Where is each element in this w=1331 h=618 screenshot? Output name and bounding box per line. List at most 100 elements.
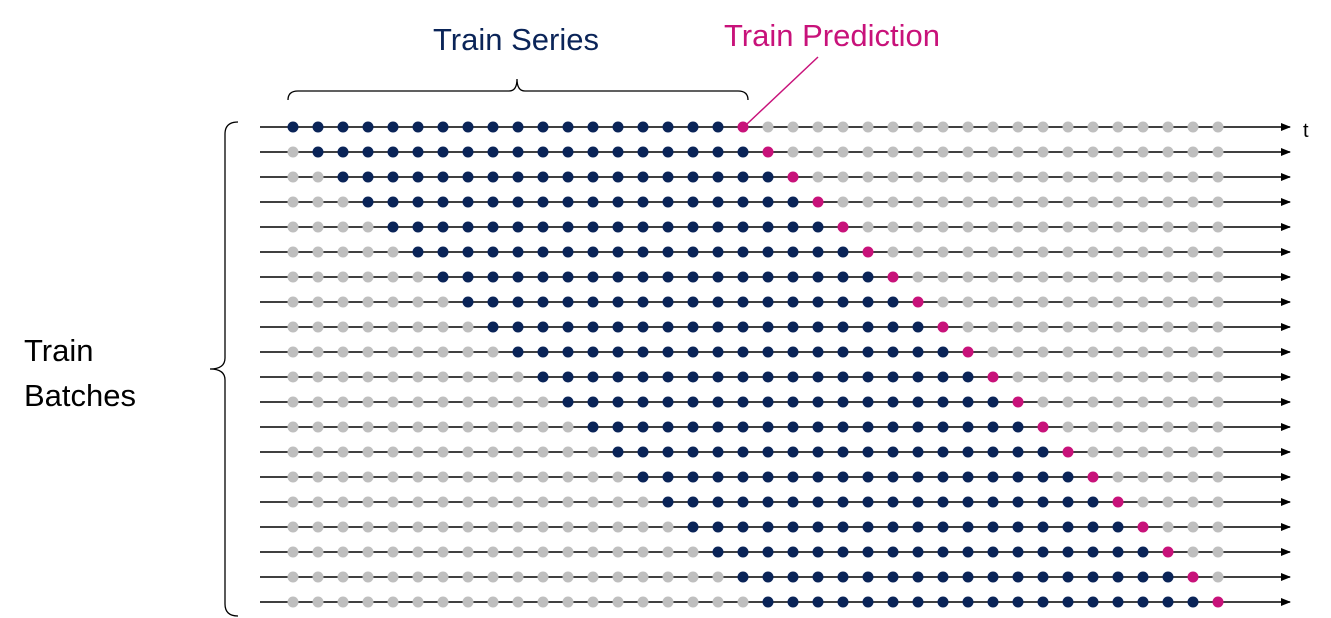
series-point bbox=[637, 371, 649, 383]
series-point bbox=[1087, 546, 1099, 558]
inactive-point bbox=[337, 246, 349, 258]
series-point bbox=[887, 296, 899, 308]
series-point bbox=[787, 446, 799, 458]
series-point bbox=[937, 421, 949, 433]
inactive-point bbox=[1087, 196, 1099, 208]
inactive-point bbox=[812, 146, 824, 158]
inactive-point bbox=[1112, 246, 1124, 258]
inactive-point bbox=[387, 496, 399, 508]
inactive-point bbox=[387, 246, 399, 258]
inactive-point bbox=[1187, 196, 1199, 208]
prediction-point bbox=[787, 171, 799, 183]
inactive-point bbox=[287, 171, 299, 183]
inactive-point bbox=[312, 371, 324, 383]
series-point bbox=[562, 346, 574, 358]
inactive-point bbox=[312, 571, 324, 583]
series-point bbox=[812, 546, 824, 558]
series-point bbox=[1087, 571, 1099, 583]
inactive-point bbox=[837, 121, 849, 133]
inactive-point bbox=[1187, 546, 1199, 558]
inactive-point bbox=[762, 121, 774, 133]
inactive-point bbox=[387, 446, 399, 458]
inactive-point bbox=[462, 446, 474, 458]
series-point bbox=[787, 196, 799, 208]
inactive-point bbox=[1112, 371, 1124, 383]
inactive-point bbox=[1162, 471, 1174, 483]
series-point bbox=[787, 496, 799, 508]
inactive-point bbox=[1112, 121, 1124, 133]
inactive-point bbox=[1112, 221, 1124, 233]
prediction-point bbox=[1162, 546, 1174, 558]
series-point bbox=[1137, 571, 1149, 583]
series-point bbox=[912, 571, 924, 583]
series-point bbox=[437, 121, 449, 133]
series-point bbox=[337, 171, 349, 183]
inactive-point bbox=[312, 446, 324, 458]
inactive-point bbox=[1062, 221, 1074, 233]
series-point bbox=[612, 271, 624, 283]
series-point bbox=[837, 396, 849, 408]
series-point bbox=[662, 271, 674, 283]
series-point bbox=[587, 121, 599, 133]
series-point bbox=[737, 471, 749, 483]
inactive-point bbox=[512, 446, 524, 458]
inactive-point bbox=[562, 421, 574, 433]
series-point bbox=[1162, 571, 1174, 583]
train-prediction-pointer bbox=[746, 56, 819, 125]
series-point bbox=[412, 171, 424, 183]
series-point bbox=[837, 596, 849, 608]
series-point bbox=[937, 496, 949, 508]
series-point bbox=[712, 296, 724, 308]
series-point bbox=[737, 571, 749, 583]
series-point bbox=[737, 296, 749, 308]
inactive-point bbox=[487, 546, 499, 558]
inactive-point bbox=[587, 521, 599, 533]
inactive-point bbox=[487, 371, 499, 383]
series-point bbox=[962, 596, 974, 608]
inactive-point bbox=[362, 346, 374, 358]
inactive-point bbox=[612, 521, 624, 533]
series-point bbox=[987, 571, 999, 583]
series-point bbox=[737, 496, 749, 508]
batch-row bbox=[260, 371, 1291, 383]
inactive-point bbox=[1137, 421, 1149, 433]
inactive-point bbox=[1012, 271, 1024, 283]
series-point bbox=[712, 121, 724, 133]
inactive-point bbox=[1062, 171, 1074, 183]
series-point bbox=[562, 146, 574, 158]
series-point bbox=[987, 396, 999, 408]
series-point bbox=[912, 471, 924, 483]
series-point bbox=[487, 121, 499, 133]
series-point bbox=[587, 296, 599, 308]
inactive-point bbox=[887, 221, 899, 233]
batch-row bbox=[260, 546, 1291, 558]
series-point bbox=[887, 521, 899, 533]
series-point bbox=[612, 221, 624, 233]
series-point bbox=[987, 521, 999, 533]
series-point bbox=[1137, 546, 1149, 558]
inactive-point bbox=[337, 471, 349, 483]
inactive-point bbox=[1112, 146, 1124, 158]
series-point bbox=[862, 396, 874, 408]
series-point bbox=[1012, 496, 1024, 508]
inactive-point bbox=[562, 521, 574, 533]
series-point bbox=[637, 421, 649, 433]
series-point bbox=[662, 421, 674, 433]
series-point bbox=[912, 446, 924, 458]
series-point bbox=[712, 346, 724, 358]
series-point bbox=[987, 471, 999, 483]
inactive-point bbox=[512, 496, 524, 508]
batch-row bbox=[260, 196, 1291, 208]
inactive-point bbox=[287, 271, 299, 283]
inactive-point bbox=[862, 221, 874, 233]
inactive-point bbox=[1037, 171, 1049, 183]
inactive-point bbox=[387, 471, 399, 483]
inactive-point bbox=[1112, 321, 1124, 333]
time-axis-label: t bbox=[1303, 120, 1309, 142]
series-point bbox=[712, 321, 724, 333]
series-point bbox=[987, 596, 999, 608]
inactive-point bbox=[962, 171, 974, 183]
inactive-point bbox=[1162, 446, 1174, 458]
inactive-point bbox=[287, 471, 299, 483]
inactive-point bbox=[287, 546, 299, 558]
